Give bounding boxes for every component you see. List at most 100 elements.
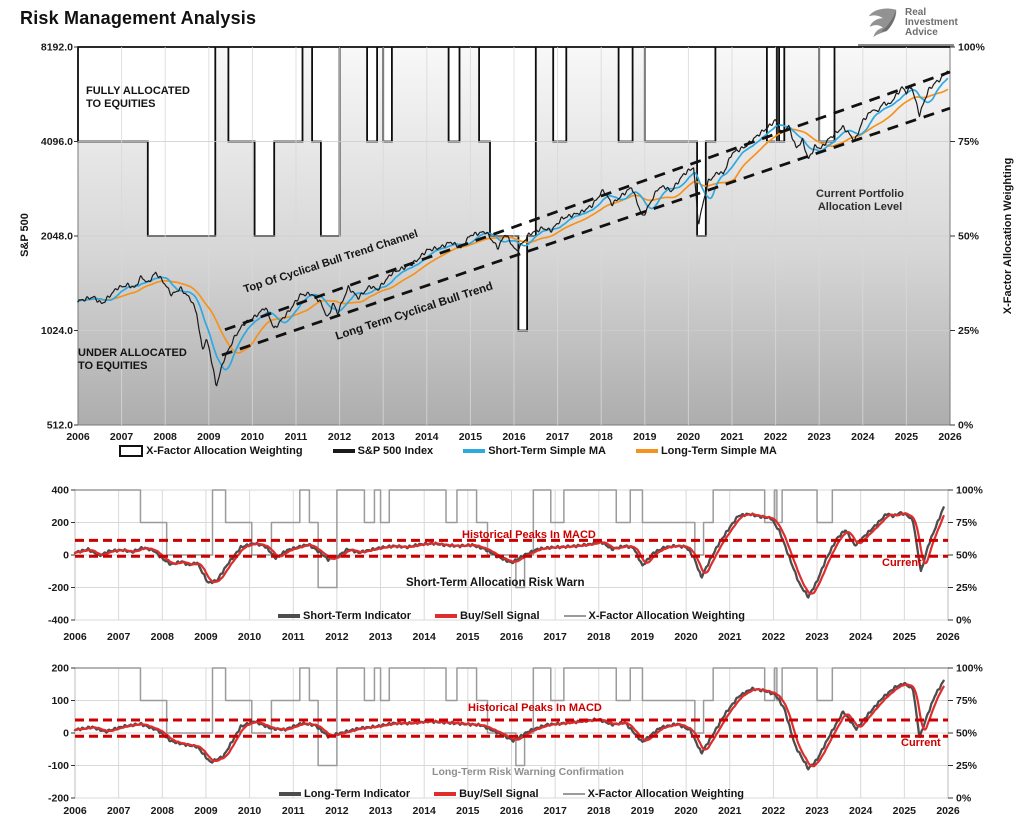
- eagle-icon: [868, 8, 897, 38]
- xfactor-swatch-long: [562, 793, 585, 795]
- svg-text:2018: 2018: [590, 431, 614, 443]
- svg-text:2007: 2007: [107, 805, 131, 817]
- short-term-risk-chart: [74, 489, 949, 621]
- page-title: Risk Management Analysis: [20, 8, 257, 28]
- annotation-top-channel-label: Top Of Cyclical Bull Trend Channel: [242, 227, 420, 296]
- main-trend-lines: [221, 70, 951, 357]
- buy-sell-swatch-long: [434, 792, 457, 796]
- main-chart: [77, 46, 951, 426]
- annotation-hist-peaks-short: Historical Peaks In MACD: [462, 529, 596, 541]
- svg-text:2008: 2008: [154, 431, 178, 443]
- svg-text:400: 400: [51, 485, 69, 497]
- long-term-risk-thresholds: [75, 718, 948, 738]
- svg-text:1024.0: 1024.0: [41, 325, 73, 337]
- svg-text:2016: 2016: [500, 631, 524, 643]
- long-indicator-swatch: [278, 792, 301, 796]
- svg-text:2016: 2016: [500, 805, 524, 817]
- svg-text:2024: 2024: [851, 431, 875, 443]
- svg-text:0%: 0%: [956, 615, 972, 627]
- svg-text:2006: 2006: [63, 631, 87, 643]
- logo-underline: [858, 44, 954, 47]
- y-axis-title-xfactor: X-Factor Allocation Weighting: [1002, 157, 1014, 315]
- annotation-current-portfolio-level: Current Portfolio Allocation Level: [816, 188, 904, 213]
- annotation-long-term-confirmation: Long-Term Risk Warning Confirmation: [432, 766, 624, 778]
- svg-text:2023: 2023: [808, 431, 832, 443]
- svg-text:4096.0: 4096.0: [41, 136, 73, 148]
- svg-text:75%: 75%: [958, 136, 980, 148]
- svg-text:2012: 2012: [325, 805, 349, 817]
- svg-text:200: 200: [51, 517, 69, 529]
- svg-text:2015: 2015: [456, 805, 480, 817]
- svg-text:2020: 2020: [674, 631, 698, 643]
- annotation-current-short: Current: [882, 557, 922, 569]
- short-term-risk-allocation: [74, 489, 949, 589]
- svg-text:2020: 2020: [674, 805, 698, 817]
- svg-text:8192.0: 8192.0: [41, 42, 73, 54]
- xfactor-box-swatch: [119, 445, 144, 457]
- svg-text:100: 100: [51, 695, 69, 707]
- svg-text:0: 0: [63, 728, 69, 740]
- svg-text:2008: 2008: [151, 805, 175, 817]
- annotation-fully-allocated: FULLY ALLOCATED TO EQUITIES: [86, 85, 190, 110]
- svg-text:2023: 2023: [805, 631, 829, 643]
- svg-text:2008: 2008: [151, 631, 175, 643]
- svg-text:2021: 2021: [718, 805, 742, 817]
- svg-text:75%: 75%: [956, 695, 978, 707]
- svg-text:2014: 2014: [415, 431, 439, 443]
- brand-line-1: Real: [905, 7, 927, 18]
- svg-text:2018: 2018: [587, 805, 611, 817]
- legend-item-xfactor: X-Factor Allocation Weighting: [119, 445, 303, 457]
- legend-item-xfactor-long: X-Factor Allocation Weighting: [562, 788, 744, 800]
- svg-text:2011: 2011: [282, 631, 305, 643]
- svg-text:-400: -400: [48, 615, 69, 627]
- svg-text:100%: 100%: [956, 663, 984, 675]
- legend-item-long-ma: Long-Term Simple MA: [635, 445, 777, 457]
- svg-text:2013: 2013: [372, 431, 396, 443]
- svg-text:2025: 2025: [893, 805, 917, 817]
- svg-text:25%: 25%: [956, 760, 978, 772]
- svg-text:2026: 2026: [936, 805, 960, 817]
- svg-text:2021: 2021: [720, 431, 744, 443]
- long-ma-line-swatch: [635, 449, 658, 453]
- long-term-risk-chart: [74, 667, 949, 799]
- main-series: [77, 70, 949, 387]
- sp500-line-swatch: [332, 449, 355, 453]
- long-term-risk-gridlines: [75, 667, 948, 799]
- svg-text:100%: 100%: [958, 42, 986, 54]
- svg-text:0%: 0%: [958, 420, 974, 432]
- svg-text:2015: 2015: [459, 431, 483, 443]
- brand-line-3: Advice: [905, 27, 938, 38]
- svg-text:50%: 50%: [956, 728, 978, 740]
- legend-item-xfactor-short: X-Factor Allocation Weighting: [563, 610, 745, 622]
- svg-text:2022: 2022: [762, 805, 786, 817]
- svg-text:2017: 2017: [543, 631, 567, 643]
- svg-text:0: 0: [63, 550, 69, 562]
- y-axis-title-sp500: S&P 500: [19, 213, 31, 257]
- short-term-risk-gridlines: [75, 489, 948, 621]
- svg-text:2013: 2013: [369, 805, 393, 817]
- svg-text:2019: 2019: [633, 431, 657, 443]
- svg-text:2018: 2018: [587, 631, 611, 643]
- short-ma-line-swatch: [463, 449, 486, 453]
- short-indicator-swatch: [278, 614, 301, 618]
- svg-text:2026: 2026: [936, 631, 960, 643]
- annotation-short-term-warn: Short-Term Allocation Risk Warn: [406, 577, 585, 589]
- svg-text:2010: 2010: [238, 805, 262, 817]
- svg-text:2011: 2011: [282, 805, 305, 817]
- svg-text:2009: 2009: [194, 631, 218, 643]
- svg-text:2023: 2023: [805, 805, 829, 817]
- svg-text:-200: -200: [48, 582, 69, 594]
- svg-text:2019: 2019: [631, 805, 655, 817]
- legend-item-buy-sell-long: Buy/Sell Signal: [434, 788, 539, 800]
- short-term-risk-axes: 400 200 0 -200 -400 100% 75% 50% 25% 0% 2006 2007 20…: [48, 485, 984, 644]
- svg-text:2022: 2022: [764, 431, 788, 443]
- annotation-current-long: Current: [901, 737, 941, 749]
- legend-short-term-chart: Short-Term Indicator Buy/Sell Signal X-F…: [75, 610, 948, 622]
- svg-text:2011: 2011: [285, 431, 308, 443]
- svg-text:25%: 25%: [956, 582, 978, 594]
- annotation-hist-peaks-long: Historical Peaks In MACD: [468, 702, 602, 714]
- brand-logo: Real Investment Advice: [862, 6, 958, 40]
- svg-text:2015: 2015: [456, 631, 480, 643]
